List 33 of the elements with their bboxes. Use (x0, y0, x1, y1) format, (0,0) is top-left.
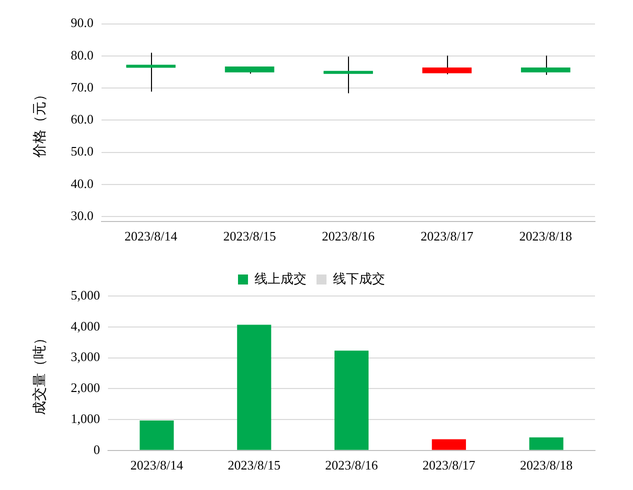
y-tick-label: 4,000 (70, 318, 100, 334)
y-tick-label: 40.0 (70, 176, 94, 191)
bar (140, 420, 174, 450)
x-tick-label: 2023/8/18 (520, 458, 573, 473)
x-tick-label: 2023/8/14 (124, 228, 178, 244)
x-tick-label: 2023/8/16 (325, 458, 378, 473)
y-tick-label: 80.0 (70, 47, 94, 62)
y-tick-label: 0 (94, 442, 100, 457)
y-tick-label: 1,000 (70, 410, 100, 426)
bar (237, 324, 272, 450)
bar (529, 437, 564, 450)
x-tick-label: 2023/8/14 (130, 458, 184, 473)
legend-label: 线下成交 (333, 270, 385, 286)
y-tick-label: 3,000 (70, 349, 100, 364)
candlestick (520, 55, 570, 76)
y-tick-label: 30.0 (70, 208, 94, 223)
x-tick-label: 2023/8/16 (322, 228, 376, 244)
y-axis-title: 成交量（吨） (32, 331, 48, 416)
x-tick-label: 2023/8/18 (519, 228, 572, 244)
y-tick-label: 70.0 (70, 79, 94, 94)
bar (432, 439, 466, 450)
y-tick-label: 90.0 (70, 15, 94, 30)
bar (334, 350, 369, 450)
legend-label: 线上成交 (254, 270, 306, 286)
x-tick-label: 2023/8/15 (223, 228, 276, 244)
y-tick-label: 2,000 (70, 380, 100, 396)
x-tick-label: 2023/8/15 (228, 458, 280, 473)
y-axis-title: 价格（元） (32, 88, 48, 159)
y-tick-label: 5,000 (70, 287, 100, 302)
x-tick-label: 2023/8/17 (422, 458, 476, 473)
y-tick-label: 50.0 (70, 144, 94, 159)
x-tick-label: 2023/8/17 (420, 228, 474, 244)
y-tick-label: 60.0 (70, 112, 94, 127)
